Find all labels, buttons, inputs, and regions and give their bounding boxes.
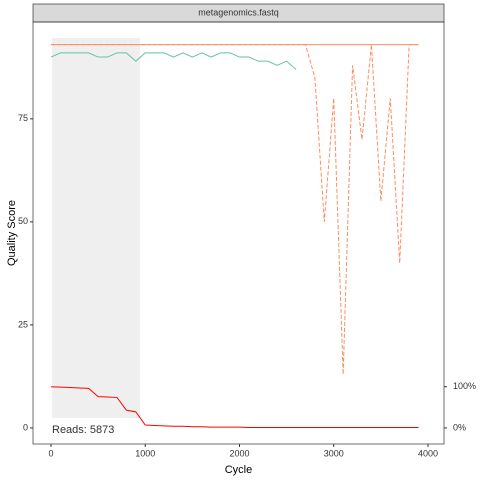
x-axis-title: Cycle [225, 464, 253, 476]
y-tick-label: 50 [18, 216, 28, 226]
x-tick-label: 0 [48, 448, 53, 458]
series-line [50, 52, 297, 70]
x-tick-label: 3000 [324, 448, 344, 458]
heatmap-background [52, 38, 140, 418]
y2-tick-label: 0% [453, 422, 466, 432]
x-tick-label: 1000 [135, 448, 155, 458]
x-tick-label: 4000 [418, 448, 438, 458]
series-line [51, 44, 419, 375]
chart-title: metagenomics.fastq [198, 7, 279, 17]
panel-border [32, 21, 445, 445]
y-tick-label: 0 [23, 422, 28, 432]
y-tick-label: 25 [18, 319, 28, 329]
y2-tick-label: 100% [453, 381, 476, 391]
annotation: Reads: 5873 [52, 424, 114, 436]
x-tick-label: 2000 [229, 448, 249, 458]
y-tick-label: 75 [18, 113, 28, 123]
y-axis-title: Quality Score [6, 200, 18, 266]
series-line [50, 386, 419, 429]
